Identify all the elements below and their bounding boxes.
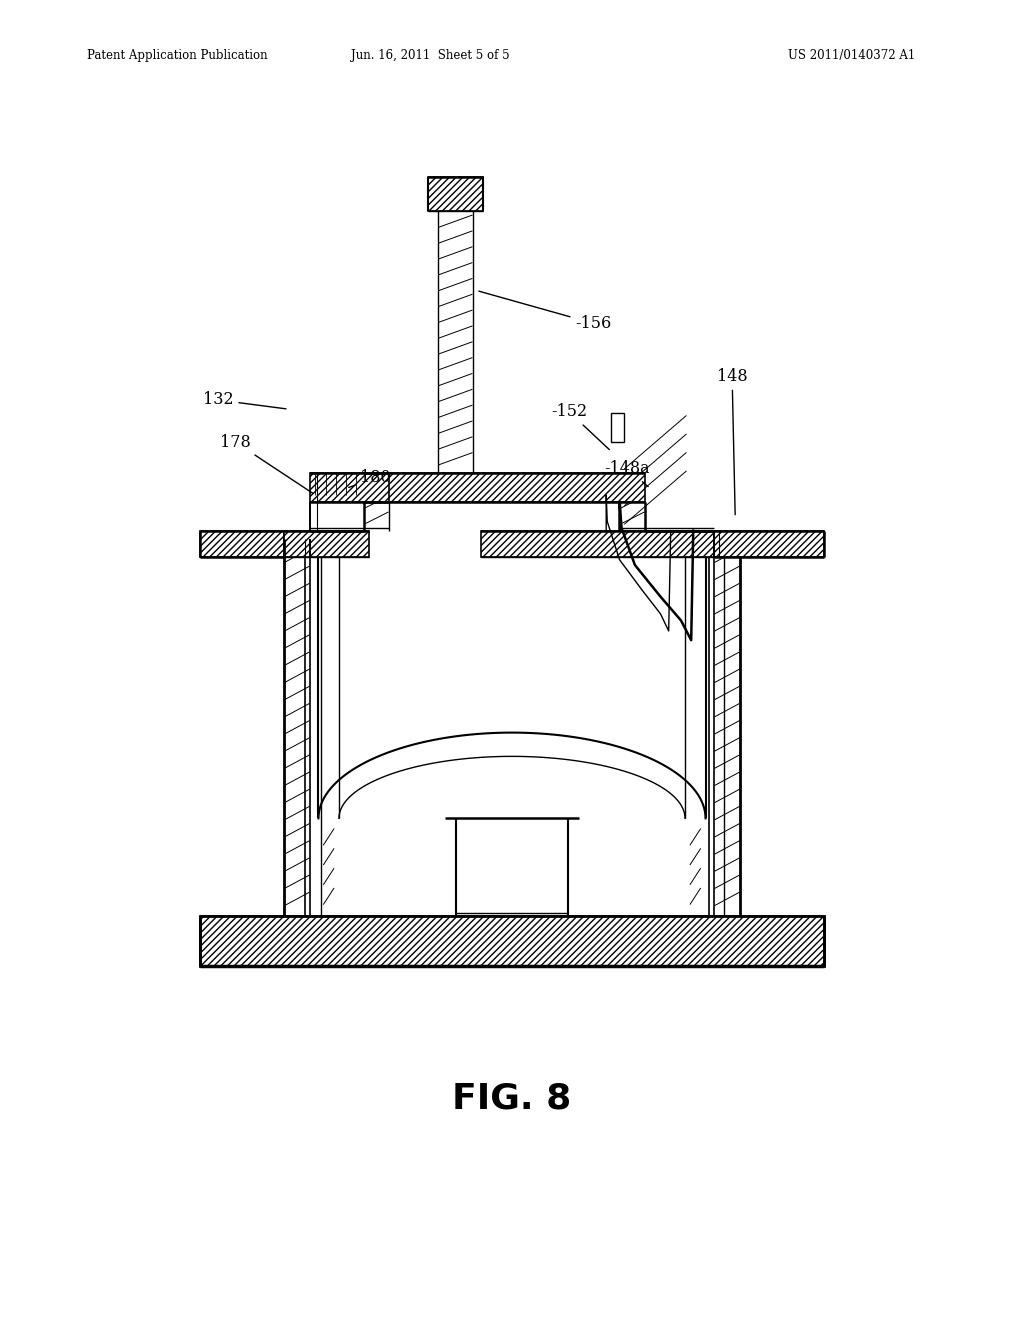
Bar	[200, 531, 284, 557]
Bar	[481, 531, 714, 557]
Bar	[611, 413, 624, 442]
Text: 132: 132	[203, 392, 286, 409]
Text: -148a: -148a	[604, 461, 650, 487]
Text: -156: -156	[479, 292, 611, 331]
Bar	[200, 916, 824, 966]
Bar	[364, 473, 645, 502]
Bar	[714, 531, 824, 557]
Bar	[428, 177, 483, 211]
Text: FIG. 8: FIG. 8	[453, 1081, 571, 1115]
Text: 148: 148	[717, 368, 748, 515]
Text: 178: 178	[220, 434, 313, 494]
Bar	[284, 531, 369, 557]
Text: Patent Application Publication: Patent Application Publication	[87, 49, 267, 62]
Bar	[310, 473, 389, 502]
Text: Jun. 16, 2011  Sheet 5 of 5: Jun. 16, 2011 Sheet 5 of 5	[351, 49, 509, 62]
Text: -152: -152	[551, 404, 609, 450]
Text: 180: 180	[349, 470, 391, 487]
Text: US 2011/0140372 A1: US 2011/0140372 A1	[788, 49, 915, 62]
